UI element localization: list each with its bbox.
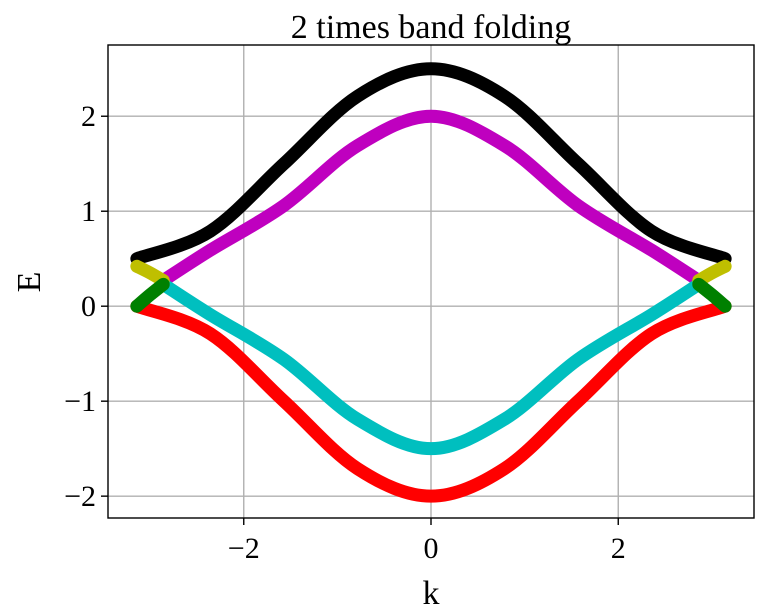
x-axis-label: k bbox=[423, 575, 440, 611]
x-tick-label: 0 bbox=[424, 532, 439, 565]
plot-series bbox=[130, 62, 732, 503]
band-line-3 bbox=[130, 299, 732, 503]
axis-ticks: −2 0 2 −2 −1 0 1 2 bbox=[64, 100, 626, 565]
chart-title: 2 times band folding bbox=[291, 9, 571, 46]
y-tick-label: −1 bbox=[64, 385, 96, 418]
y-tick-label: −2 bbox=[64, 480, 96, 513]
band-line-2 bbox=[156, 277, 706, 456]
x-tick-label: 2 bbox=[611, 532, 626, 565]
band-line-5 bbox=[692, 259, 732, 288]
y-tick-label: 0 bbox=[81, 290, 96, 323]
y-tick-label: 2 bbox=[81, 100, 96, 133]
grid bbox=[108, 45, 754, 518]
x-tick-label: −2 bbox=[228, 532, 260, 565]
y-axis-label: E bbox=[11, 272, 48, 293]
band-line-4 bbox=[130, 259, 170, 288]
y-tick-label: 1 bbox=[81, 195, 96, 228]
band-line-7 bbox=[692, 277, 732, 313]
band-line-6 bbox=[130, 277, 170, 313]
band-line-0 bbox=[130, 62, 732, 266]
band-line-1 bbox=[156, 109, 706, 288]
